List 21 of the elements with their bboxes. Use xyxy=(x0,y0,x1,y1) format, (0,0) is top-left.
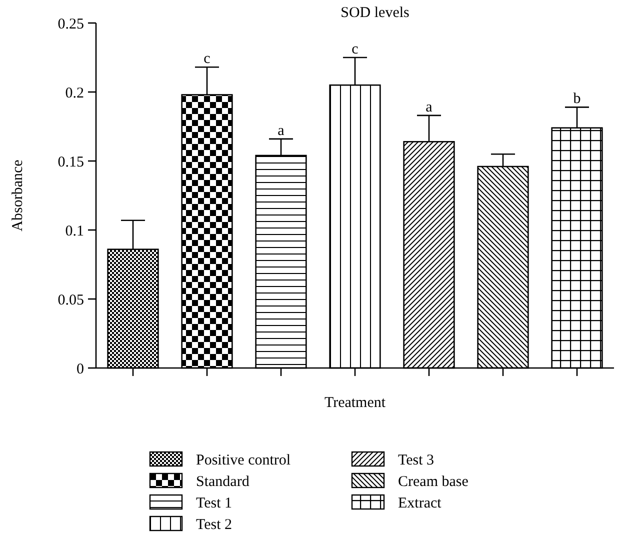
y-tick-label: 0.2 xyxy=(65,85,84,102)
legend-label: Extract xyxy=(398,495,442,512)
legend-label: Positive control xyxy=(196,452,291,468)
data-label: a xyxy=(278,122,285,139)
x-axis-title: Treatment xyxy=(324,395,386,411)
y-axis-title: Absorbance xyxy=(10,159,26,232)
data-label: b xyxy=(573,91,581,108)
y-tick-label: 0.1 xyxy=(65,223,84,240)
legend-label: Cream base xyxy=(398,474,469,490)
chart-title: SOD levels xyxy=(340,5,410,21)
legend-label: Test 2 xyxy=(196,516,232,533)
data-label: a xyxy=(426,99,433,116)
legend-label: Standard xyxy=(196,474,250,490)
y-tick-label: 0.15 xyxy=(58,154,84,170)
legend-label: Test 1 xyxy=(196,495,232,512)
data-label: c xyxy=(204,51,211,68)
y-tick-label: 0.25 xyxy=(58,16,84,32)
y-tick-label: 0 xyxy=(76,361,84,378)
legend-label: Test 3 xyxy=(398,452,434,468)
data-label: c xyxy=(352,42,359,58)
y-tick-label: 0.05 xyxy=(58,292,84,308)
